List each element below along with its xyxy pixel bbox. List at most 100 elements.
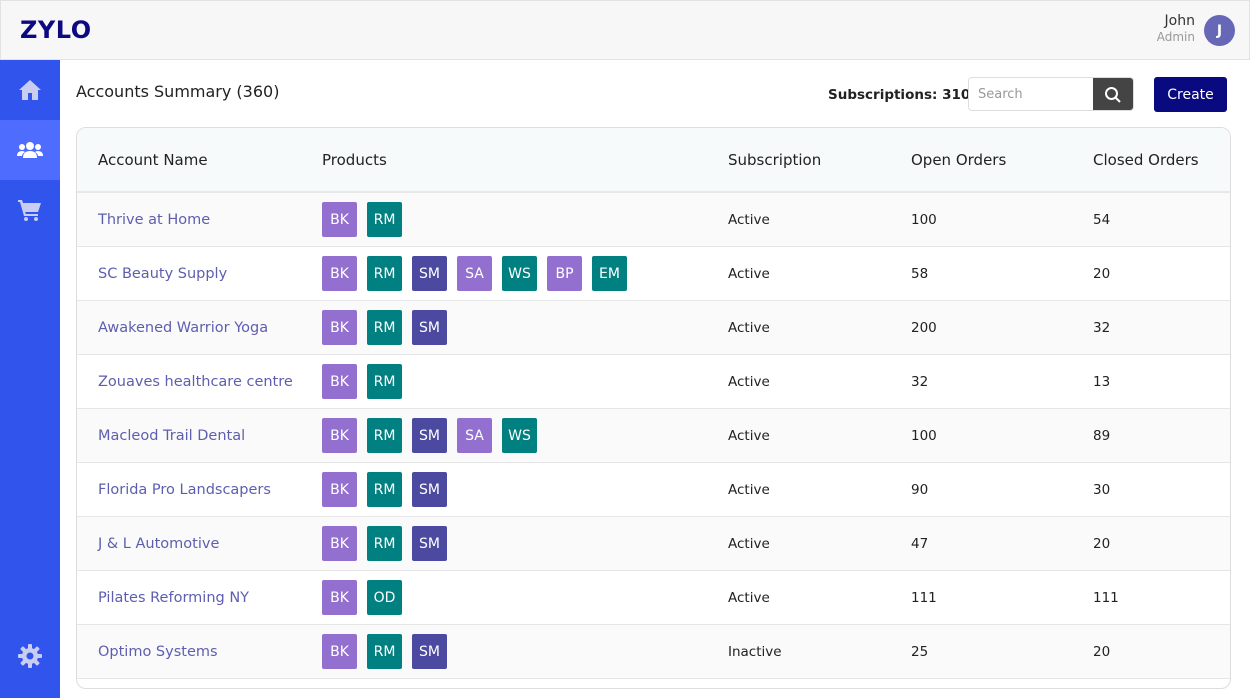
- product-badge-bk: BK: [322, 418, 357, 453]
- closed-orders: 89: [1093, 427, 1111, 444]
- open-orders: 47: [911, 535, 929, 552]
- product-badge-bk: BK: [322, 580, 357, 615]
- product-badges: BK RM SM: [322, 301, 457, 354]
- open-orders: 25: [911, 643, 929, 660]
- subscription-status: Active: [728, 265, 770, 282]
- sidebar-item-settings[interactable]: [0, 626, 60, 686]
- product-badge-bk: BK: [322, 472, 357, 507]
- product-badge-bp: BP: [547, 256, 582, 291]
- column-header-products[interactable]: Products: [322, 150, 387, 169]
- table-row[interactable]: Optimo Systems BK RM SM Inactive 25 20: [77, 625, 1230, 679]
- sidebar-item-accounts[interactable]: [0, 120, 60, 180]
- product-badge-rm: RM: [367, 418, 402, 453]
- column-header-subscription[interactable]: Subscription: [728, 150, 822, 169]
- product-badge-sa: SA: [457, 418, 492, 453]
- product-badge-sm: SM: [412, 526, 447, 561]
- logo: ZYLO: [20, 16, 92, 44]
- product-badge-sm: SM: [412, 256, 447, 291]
- column-header-account-name[interactable]: Account Name: [98, 150, 208, 169]
- sidebar-item-orders[interactable]: [0, 180, 60, 240]
- account-name-link[interactable]: Optimo Systems: [98, 643, 218, 660]
- product-badge-bk: BK: [322, 310, 357, 345]
- product-badges: BK OD: [322, 571, 412, 624]
- product-badge-bk: BK: [322, 526, 357, 561]
- product-badge-sm: SM: [412, 634, 447, 669]
- product-badges: BK RM SM: [322, 517, 457, 570]
- closed-orders: 32: [1093, 319, 1111, 336]
- closed-orders: 20: [1093, 265, 1111, 282]
- product-badge-sm: SM: [412, 418, 447, 453]
- table-row[interactable]: Zouaves healthcare centre BK RM Active 32…: [77, 355, 1230, 409]
- table-row[interactable]: Thrive at Home BK RM Active 100 54: [77, 193, 1230, 247]
- column-header-open-orders[interactable]: Open Orders: [911, 150, 1007, 169]
- sidebar-item-home[interactable]: [0, 60, 60, 120]
- product-badge-ws: WS: [502, 418, 537, 453]
- account-name-link[interactable]: Pilates Reforming NY: [98, 589, 250, 606]
- product-badge-rm: RM: [367, 202, 402, 237]
- open-orders: 32: [911, 373, 929, 390]
- product-badge-rm: RM: [367, 256, 402, 291]
- open-orders: 58: [911, 265, 929, 282]
- table-row[interactable]: SC Beauty Supply BK RM SM SA WS BP EM Active 5…: [77, 247, 1230, 301]
- account-name-link[interactable]: Awakened Warrior Yoga: [98, 319, 269, 336]
- product-badge-sm: SM: [412, 310, 447, 345]
- product-badges: BK RM SM SA WS BP EM: [322, 247, 637, 300]
- table-row[interactable]: Macleod Trail Dental BK RM SM SA WS Active 1…: [77, 409, 1230, 463]
- home-icon: [19, 80, 41, 100]
- account-name-link[interactable]: Zouaves healthcare centre: [98, 373, 293, 390]
- product-badge-rm: RM: [367, 310, 402, 345]
- product-badge-rm: RM: [367, 472, 402, 507]
- product-badge-rm: RM: [367, 364, 402, 399]
- open-orders: 111: [911, 589, 937, 606]
- product-badges: BK RM: [322, 193, 412, 246]
- user-info: John Admin: [1157, 13, 1195, 44]
- top-header: ZYLO John Admin J: [0, 0, 1250, 60]
- product-badge-od: OD: [367, 580, 402, 615]
- search-button[interactable]: [1093, 78, 1133, 110]
- closed-orders: 30: [1093, 481, 1111, 498]
- product-badge-rm: RM: [367, 634, 402, 669]
- product-badges: BK RM SM: [322, 625, 457, 678]
- search-input[interactable]: [969, 78, 1095, 110]
- subscriptions-count: Subscriptions: 310: [828, 87, 971, 103]
- account-name-link[interactable]: Thrive at Home: [98, 211, 211, 228]
- product-badge-sm: SM: [412, 472, 447, 507]
- product-badge-ws: WS: [502, 256, 537, 291]
- table-row[interactable]: Pilates Reforming NY BK OD Active 111 111: [77, 571, 1230, 625]
- account-name-link[interactable]: J & L Automotive: [98, 535, 220, 552]
- product-badges: BK RM SM SA WS: [322, 409, 547, 462]
- account-name-link[interactable]: SC Beauty Supply: [98, 265, 228, 282]
- gear-icon: [18, 644, 42, 668]
- table-row[interactable]: Awakened Warrior Yoga BK RM SM Active 200 …: [77, 301, 1230, 355]
- product-badge-bk: BK: [322, 256, 357, 291]
- closed-orders: 20: [1093, 643, 1111, 660]
- account-name-link[interactable]: Macleod Trail Dental: [98, 427, 246, 444]
- column-header-closed-orders[interactable]: Closed Orders: [1093, 150, 1199, 169]
- subscription-status: Inactive: [728, 643, 782, 660]
- user-role: Admin: [1156, 30, 1195, 44]
- table-row[interactable]: J & L Automotive BK RM SM Active 47 20: [77, 517, 1230, 571]
- search-icon: [1105, 87, 1121, 103]
- open-orders: 200: [911, 319, 937, 336]
- table-row[interactable]: Florida Pro Landscapers BK RM SM Active 90…: [77, 463, 1230, 517]
- sidebar: [0, 60, 60, 698]
- open-orders: 100: [911, 427, 937, 444]
- product-badge-rm: RM: [367, 526, 402, 561]
- subscription-status: Active: [728, 211, 770, 228]
- create-button[interactable]: Create: [1154, 77, 1227, 112]
- product-badges: BK RM: [322, 355, 412, 408]
- product-badge-em: EM: [592, 256, 627, 291]
- closed-orders: 20: [1093, 535, 1111, 552]
- user-name: John: [1164, 13, 1195, 29]
- open-orders: 90: [911, 481, 929, 498]
- subscription-status: Active: [728, 373, 770, 390]
- avatar[interactable]: J: [1204, 15, 1235, 46]
- closed-orders: 111: [1093, 589, 1119, 606]
- product-badge-bk: BK: [322, 364, 357, 399]
- users-icon: [17, 142, 43, 158]
- subscription-status: Active: [728, 427, 770, 444]
- search-box: [968, 77, 1134, 111]
- subscription-status: Active: [728, 319, 770, 336]
- account-name-link[interactable]: Florida Pro Landscapers: [98, 481, 271, 498]
- product-badge-sa: SA: [457, 256, 492, 291]
